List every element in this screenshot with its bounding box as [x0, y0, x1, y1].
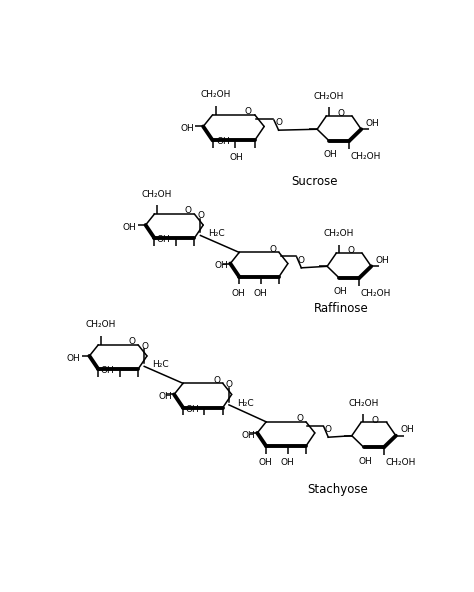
Text: CH₂OH: CH₂OH [201, 91, 231, 99]
Text: H₂C: H₂C [152, 361, 169, 369]
Text: OH: OH [258, 458, 272, 468]
Text: O: O [372, 416, 379, 424]
Text: OH: OH [216, 137, 230, 146]
Text: Stachyose: Stachyose [307, 483, 368, 496]
Text: OH: OH [158, 392, 172, 401]
Text: OH: OH [232, 289, 246, 298]
Text: CH₂OH: CH₂OH [351, 152, 381, 161]
Text: OH: OH [214, 261, 228, 271]
Text: OH: OH [185, 404, 199, 414]
Text: Raffinose: Raffinose [314, 302, 369, 315]
Text: O: O [337, 109, 344, 118]
Text: O: O [244, 107, 251, 116]
Text: OH: OH [100, 366, 114, 375]
Text: OH: OH [123, 223, 137, 232]
Text: O: O [141, 342, 148, 351]
Text: CH₂OH: CH₂OH [85, 320, 116, 329]
Text: CH₂OH: CH₂OH [361, 289, 391, 298]
Text: CH₂OH: CH₂OH [313, 92, 344, 101]
Text: OH: OH [358, 456, 372, 465]
Text: OH: OH [334, 287, 347, 296]
Text: O: O [226, 381, 233, 390]
Text: O: O [275, 118, 282, 127]
Text: O: O [325, 425, 332, 434]
Text: OH: OH [376, 256, 390, 265]
Text: OH: OH [241, 431, 255, 440]
Text: O: O [197, 211, 204, 220]
Text: OH: OH [230, 153, 244, 162]
Text: O: O [213, 376, 220, 385]
Text: H₂C: H₂C [208, 230, 225, 239]
Text: OH: OH [254, 289, 267, 298]
Text: O: O [128, 337, 136, 346]
Text: OH: OH [157, 235, 171, 244]
Text: OH: OH [281, 458, 294, 468]
Text: H₂C: H₂C [237, 399, 253, 408]
Text: O: O [296, 414, 303, 423]
Text: O: O [185, 207, 192, 215]
Text: CH₂OH: CH₂OH [142, 189, 172, 198]
Text: Sucrose: Sucrose [292, 175, 338, 188]
Text: OH: OH [66, 354, 80, 363]
Text: O: O [347, 246, 354, 255]
Text: OH: OH [180, 124, 194, 133]
Text: OH: OH [401, 425, 414, 434]
Text: CH₂OH: CH₂OH [385, 458, 416, 467]
Text: CH₂OH: CH₂OH [323, 229, 354, 239]
Text: OH: OH [366, 118, 380, 128]
Text: O: O [269, 245, 276, 254]
Text: CH₂OH: CH₂OH [348, 399, 379, 408]
Text: OH: OH [324, 150, 337, 159]
Text: O: O [298, 256, 305, 265]
